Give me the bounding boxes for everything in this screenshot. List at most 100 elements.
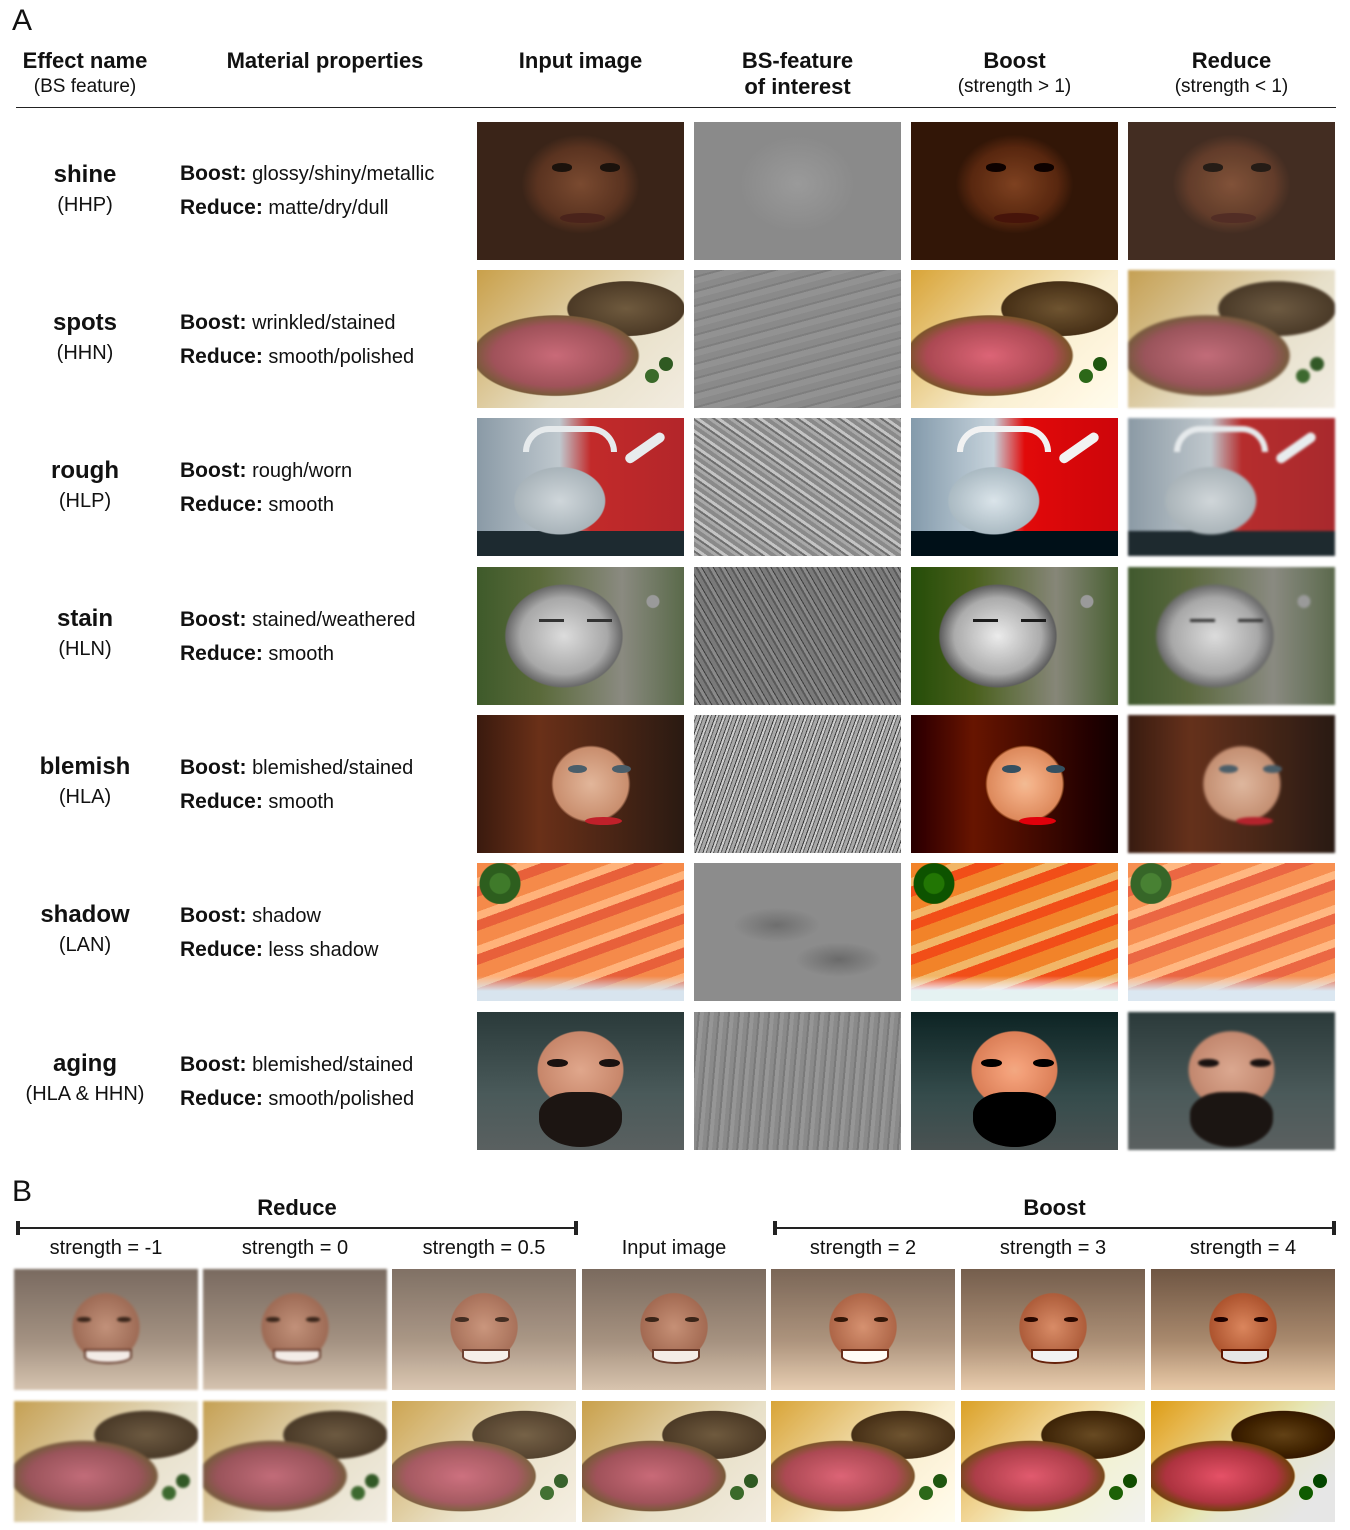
header-material: Material properties <box>195 48 455 74</box>
header-bs-feature: BS-feature of interest <box>694 48 901 100</box>
boost-text: stained/weathered <box>252 609 416 631</box>
strength-label-3: strength = 3 <box>999 1237 1107 1259</box>
bracket-line <box>773 1227 1336 1229</box>
effect-code: (HHN) <box>56 342 114 364</box>
panel-b-letter: B <box>12 1175 33 1208</box>
props-blemish: Boost: blemished/stained Reduce: smooth <box>180 751 470 819</box>
reduce-image-aging <box>1128 1012 1335 1150</box>
bs-feature-image-stain <box>694 567 901 705</box>
reduce-text: smooth <box>268 791 335 813</box>
header-input-label: Input image <box>518 48 643 73</box>
props-rough: Boost: rough/worn Reduce: smooth <box>180 454 470 522</box>
bs-feature-image-shine <box>694 122 901 260</box>
boost-image-shine <box>911 122 1118 260</box>
boost-image-shadow <box>911 863 1118 1001</box>
input-image-blemish <box>477 715 684 853</box>
strength-label-input: Input image <box>621 1237 727 1259</box>
strength-label-neg1: strength = -1 <box>49 1237 163 1259</box>
boost-label: Boost: <box>180 608 247 631</box>
input-image-stain <box>477 567 684 705</box>
reduce-image-rough <box>1128 418 1335 556</box>
strength-label-4: strength = 4 <box>1189 1237 1297 1259</box>
effect-stain: stain (HLN) <box>0 604 170 664</box>
boost-text: blemished/stained <box>252 1054 414 1076</box>
input-image-rough <box>477 418 684 556</box>
props-shine: Boost: glossy/shiny/metallic Reduce: mat… <box>180 157 470 225</box>
reduce-image-shine <box>1128 122 1335 260</box>
reduce-label: Reduce: <box>180 1087 263 1110</box>
boost-bracket <box>773 1220 1336 1236</box>
bracket-tick-left <box>16 1221 20 1235</box>
bracket-tick-left <box>773 1221 777 1235</box>
b-face-input <box>582 1269 766 1390</box>
input-image-aging <box>477 1012 684 1150</box>
bracket-tick-right <box>574 1221 578 1235</box>
effect-name: rough <box>51 457 119 484</box>
header-material-label: Material properties <box>226 48 424 73</box>
effect-name: aging <box>53 1050 117 1077</box>
reduce-image-blemish <box>1128 715 1335 853</box>
reduce-label: Reduce: <box>180 790 263 813</box>
reduce-label: Reduce: <box>180 642 263 665</box>
boost-text: shadow <box>252 905 321 927</box>
b-meat-strength-0 <box>203 1401 387 1522</box>
bs-feature-image-blemish <box>694 715 901 853</box>
boost-text: blemished/stained <box>252 757 414 779</box>
b-meat-strength-neg1 <box>14 1401 198 1522</box>
header-reduce-label: Reduce <box>1191 48 1272 73</box>
header-rule <box>16 107 1336 108</box>
effect-code: (HLA) <box>58 786 112 808</box>
effect-spots: spots (HHN) <box>0 308 170 368</box>
header-bs-line1: BS-feature <box>741 48 854 73</box>
bs-feature-image-rough <box>694 418 901 556</box>
reduce-text: smooth <box>268 494 335 516</box>
effect-code: (HLA & HHN) <box>25 1083 145 1105</box>
props-shadow: Boost: shadow Reduce: less shadow <box>180 899 470 967</box>
reduce-image-spots <box>1128 270 1335 408</box>
header-reduce: Reduce (strength < 1) <box>1128 48 1335 100</box>
input-image-shadow <box>477 863 684 1001</box>
b-meat-strength-3 <box>961 1401 1145 1522</box>
header-boost: Boost (strength > 1) <box>911 48 1118 100</box>
reduce-text: less shadow <box>268 939 379 961</box>
b-meat-strength-4 <box>1151 1401 1335 1522</box>
boost-label: Boost: <box>180 311 247 334</box>
effect-shine: shine (HHP) <box>0 160 170 220</box>
header-input: Input image <box>477 48 684 74</box>
effect-rough: rough (HLP) <box>0 456 170 516</box>
header-effect-name: Effect name (BS feature) <box>0 48 170 100</box>
b-face-strength-neg1 <box>14 1269 198 1390</box>
effect-shadow: shadow (LAN) <box>0 900 170 960</box>
boost-label: Boost: <box>180 1053 247 1076</box>
reduce-image-shadow <box>1128 863 1335 1001</box>
boost-label: Boost: <box>180 756 247 779</box>
input-image-spots <box>477 270 684 408</box>
bs-feature-image-shadow <box>694 863 901 1001</box>
effect-code: (HLN) <box>58 638 112 660</box>
reduce-label: Reduce: <box>180 196 263 219</box>
reduce-text: matte/dry/dull <box>268 197 389 219</box>
reduce-label: Reduce: <box>180 493 263 516</box>
b-face-strength-2 <box>771 1269 955 1390</box>
bracket-line <box>16 1227 578 1229</box>
reduce-bracket-title: Reduce <box>257 1195 337 1220</box>
header-boost-sub: (strength > 1) <box>957 76 1072 97</box>
boost-image-rough <box>911 418 1118 556</box>
props-spots: Boost: wrinkled/stained Reduce: smooth/p… <box>180 306 470 374</box>
boost-image-stain <box>911 567 1118 705</box>
effect-name: shadow <box>40 901 130 928</box>
reduce-image-stain <box>1128 567 1335 705</box>
reduce-text: smooth/polished <box>268 346 415 368</box>
b-face-strength-3 <box>961 1269 1145 1390</box>
effect-name: spots <box>52 309 117 336</box>
strength-label-2: strength = 2 <box>809 1237 917 1259</box>
reduce-text: smooth/polished <box>268 1088 415 1110</box>
boost-image-spots <box>911 270 1118 408</box>
header-reduce-sub: (strength < 1) <box>1174 76 1289 97</box>
header-boost-label: Boost <box>983 48 1046 73</box>
b-meat-strength-2 <box>771 1401 955 1522</box>
panel-a-letter: A <box>12 4 33 37</box>
b-face-strength-0 <box>203 1269 387 1390</box>
strength-label-0-5: strength = 0.5 <box>422 1237 546 1259</box>
bs-feature-image-spots <box>694 270 901 408</box>
